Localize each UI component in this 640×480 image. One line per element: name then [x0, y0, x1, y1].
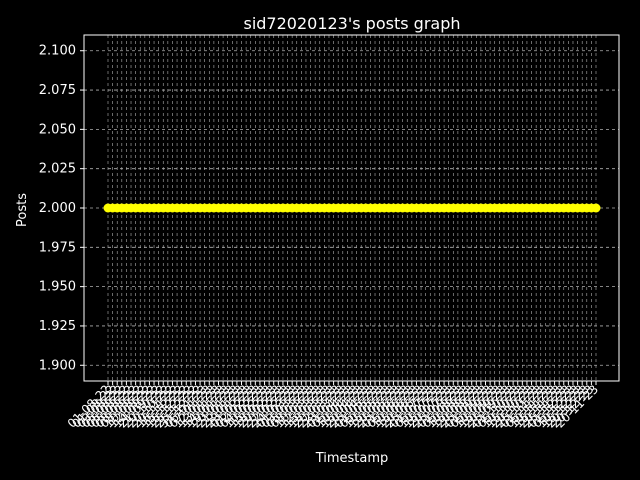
data-point — [591, 203, 601, 213]
y-axis-label: Posts — [15, 193, 30, 227]
x-tick-layer: 01-08-2201-08-2203-08-2205-08-2205-08-22… — [65, 381, 601, 431]
y-tick-label: 2.000 — [39, 201, 76, 216]
plot-frame — [83, 34, 620, 382]
y-tick-label: 1.975 — [39, 240, 76, 255]
y-tick-label: 2.075 — [39, 83, 76, 98]
y-tick-label: 1.900 — [39, 358, 76, 373]
series-layer — [103, 203, 601, 213]
y-tick-label: 2.050 — [39, 122, 76, 137]
y-tick-label: 1.950 — [39, 280, 76, 295]
y-tick-label: 1.925 — [39, 319, 76, 334]
y-tick-label: 2.100 — [39, 44, 76, 59]
x-axis-label: Timestamp — [315, 451, 389, 466]
chart-title: sid72020123's posts graph — [243, 14, 460, 33]
y-tick-label: 2.025 — [39, 162, 76, 177]
grid-layer — [84, 35, 619, 381]
y-tick-layer: 1.900 1.925 1.950 1.975 2.000 2.025 2.050 2.075… — [39, 44, 84, 373]
